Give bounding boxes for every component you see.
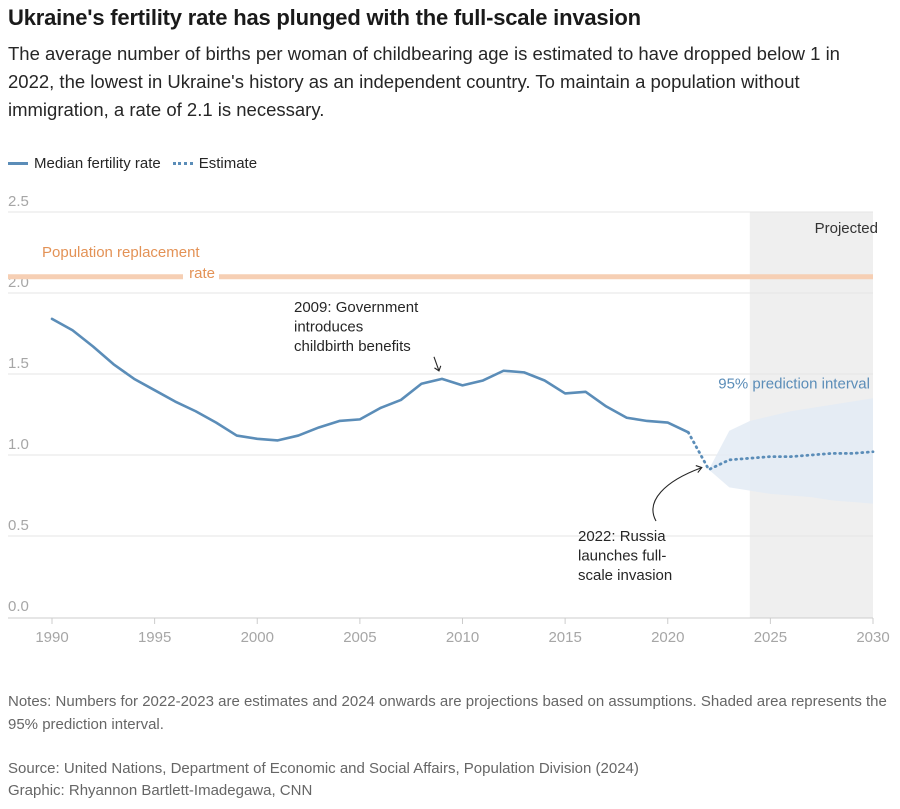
estimate-line <box>686 430 875 471</box>
annotation-2009-text: introduces <box>294 319 363 336</box>
chart-title: Ukraine's fertility rate has plunged wit… <box>8 5 641 30</box>
annotation-2009-arrow <box>433 356 440 372</box>
replacement-label-2: rate <box>189 265 215 282</box>
legend-estimate-label: Estimate <box>198 154 258 172</box>
annotation-2009-text: 2009: Government <box>294 299 419 316</box>
chart-subtitle: The average number of births per woman o… <box>8 43 840 120</box>
legend-item-median: Median fertility rate <box>8 155 161 172</box>
annotation-2022-text: scale invasion <box>578 567 672 584</box>
annotation-2022-text: 2022: Russia <box>578 528 666 545</box>
prediction-interval-label: 95% prediction interval <box>718 375 870 392</box>
y-tick-label: 0.5 <box>8 517 29 534</box>
annotation-2009-text: childbirth benefits <box>294 338 411 355</box>
x-tick-label: 2020 <box>651 629 684 646</box>
annotation-2009-arrowhead <box>434 365 442 372</box>
legend-dotted-swatch <box>172 161 193 165</box>
x-tick-label: 2030 <box>856 629 889 646</box>
x-tick-label: 2005 <box>343 629 376 646</box>
x-tick-label: 2015 <box>548 629 581 646</box>
legend-median-label: Median fertility rate <box>34 154 161 172</box>
y-tick-label: 1.0 <box>8 436 29 453</box>
legend-solid-swatch <box>8 161 28 165</box>
x-tick-label: 1990 <box>35 629 68 646</box>
legend: Median fertility rate Estimate <box>8 153 269 173</box>
replacement-label-bg <box>183 265 219 280</box>
replacement-label: Population replacement <box>42 244 200 261</box>
y-tick-label: 0.0 <box>8 598 29 615</box>
x-tick-label: 2025 <box>754 629 787 646</box>
y-tick-label: 1.5 <box>8 355 29 372</box>
credit-text: Graphic: Rhyannon Bartlett-Imadegawa, CN… <box>8 782 313 799</box>
annotation-2022-text: launches full- <box>578 548 666 565</box>
source-text: Source: United Nations, Department of Ec… <box>8 760 639 777</box>
chart-source: Source: United Nations, Department of Ec… <box>8 758 639 802</box>
median-fertility-line <box>50 317 690 442</box>
projected-label: Projected <box>815 220 878 237</box>
y-tick-label: 2.5 <box>8 193 29 210</box>
x-tick-label: 1995 <box>138 629 171 646</box>
chart-notes: Notes: Numbers for 2022-2023 are estimat… <box>8 693 887 733</box>
annotation-2022-arrow <box>652 467 702 522</box>
legend-item-estimate: Estimate <box>172 154 258 172</box>
annotation-2022-arrowhead <box>695 465 703 473</box>
prediction-interval-band <box>708 398 873 504</box>
x-tick-label: 2010 <box>446 629 479 646</box>
x-tick-label: 2000 <box>241 629 274 646</box>
